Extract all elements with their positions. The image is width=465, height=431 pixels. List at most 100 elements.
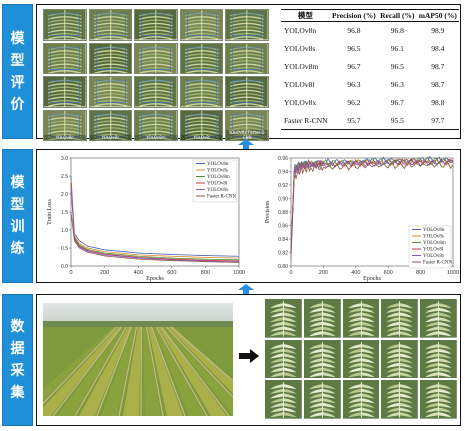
stage-label-evaluation: 模型评价: [2, 4, 33, 139]
y-tick-label: 0.5: [61, 246, 68, 252]
field-row: [57, 327, 126, 416]
wheat-spike-photo: [303, 380, 341, 419]
x-tick-label: 400: [351, 270, 360, 276]
cell-recall: 96.8: [390, 26, 404, 36]
stage-label-char: 模: [10, 30, 25, 47]
x-tick-label: 1000: [233, 270, 245, 276]
x-tick-label: 0: [69, 270, 72, 276]
detection-photo: [225, 42, 269, 74]
detection-photo: [179, 9, 224, 41]
y-tick-label: 0.92: [278, 183, 288, 189]
field-row: [153, 327, 205, 416]
y-axis-label: Precision: [265, 201, 271, 223]
field-row: [123, 327, 141, 416]
detection-photo: [179, 42, 224, 74]
field-path: [171, 326, 233, 382]
x-tick-label: 1000: [447, 270, 459, 276]
header-model: 模型: [297, 11, 313, 20]
stage-label-char: 价: [10, 96, 25, 113]
stage-label-char: 数: [10, 319, 25, 335]
wheat-spike-photo: [342, 339, 380, 379]
legend-label: YOLOv8x: [423, 254, 445, 259]
detection-photo: [179, 76, 224, 108]
series-line-faster-r-cnn: [70, 211, 240, 263]
field-path: [43, 326, 117, 405]
cell-map50: 98.4: [431, 44, 445, 53]
precision-chart: 0 200 400 600 800 1000 0.80 0.82 0.84 0.86 0.88 0.9…: [265, 155, 459, 282]
cell-precision: 96.8: [347, 26, 361, 36]
stage-label-char: 采: [10, 363, 25, 379]
field-path: [155, 326, 208, 416]
cell-recall: 96.7: [390, 98, 404, 107]
header-map50: mAP50 (%): [418, 11, 457, 20]
x-tick-label: 800: [416, 270, 425, 276]
detection-photo: [225, 9, 269, 41]
wheat-spike-photo: [420, 299, 457, 338]
x-tick-label: 0: [289, 270, 292, 276]
wheat-field-photo: [43, 303, 233, 416]
up-arrow-icon: [238, 139, 254, 149]
field-path: [150, 326, 186, 416]
stage-label-char: 练: [10, 241, 25, 257]
legend-label: Faster R-CNN: [423, 261, 452, 266]
x-tick-label: 200: [100, 270, 109, 276]
detection-photo: YOLOv8l: [179, 109, 224, 141]
y-tick-label: 0.88: [278, 210, 288, 216]
y-tick-label: 2.0: [61, 192, 68, 198]
metrics-table: 模型 Precision (%) Recall (%) mAP50 (%) YO…: [281, 9, 459, 130]
table-row: YOLOv8l 96.3 96.3 98.7: [281, 76, 459, 94]
wheat-spike-photo: [265, 339, 302, 379]
detection-photo: [88, 42, 133, 74]
cell-model: YOLOv8s: [284, 44, 316, 53]
legend-label: YOLOv8x: [207, 188, 229, 193]
detection-photo: YOLOv8m: [134, 109, 178, 141]
x-tick-label: 200: [319, 270, 328, 276]
legend-label: YOLOv8m: [423, 241, 446, 246]
wheat-spike-photo: [265, 380, 302, 419]
detection-photo: [88, 9, 133, 41]
photo-caption: YOLOv8x Faster R-CNN: [226, 130, 268, 140]
wheat-spike-photo: [265, 299, 302, 338]
field-path: [96, 326, 133, 416]
cell-map50: 97.7: [431, 115, 445, 125]
field-path: [166, 326, 233, 398]
cell-precision: 95.7: [347, 115, 361, 125]
photo-caption: YOLOv8m: [135, 135, 177, 140]
cell-model: Faster R-CNN: [284, 115, 328, 125]
detection-photo: [134, 42, 178, 74]
series-line-faster-r-cnn: [290, 160, 454, 260]
legend-label: YOLOv8n: [423, 228, 445, 233]
evaluation-panel: YOLOv8n YOLOv8s YOLOv8m YOLOv8l YOLOv8x Fast…: [36, 4, 461, 141]
stage-label-char: 型: [10, 197, 25, 213]
photo-caption: YOLOv8n: [44, 135, 86, 140]
field-path: [161, 326, 230, 416]
detection-photo: [43, 9, 87, 41]
table-row: YOLOv8x 96.2 96.7 98.8: [281, 94, 459, 112]
stage-label-char: 训: [10, 219, 25, 235]
series-line-yolov8s: [70, 179, 240, 259]
stage-label-collection: 数据采集: [2, 294, 33, 426]
y-tick-label: 0.84: [278, 237, 288, 243]
cell-recall: 96.3: [390, 80, 404, 89]
photo-caption: YOLOv8l: [180, 135, 223, 140]
y-tick-label: 0.0: [61, 264, 68, 270]
field-row: [148, 327, 183, 416]
x-tick-label: 400: [134, 270, 143, 276]
y-tick-label: 0.96: [278, 156, 288, 162]
legend-box: [408, 225, 452, 269]
right-arrow-icon: [239, 349, 259, 363]
field-row: [43, 327, 121, 416]
wheat-spike-photo: [420, 339, 457, 379]
x-tick-label: 600: [167, 270, 176, 276]
cell-precision: 96.7: [347, 62, 361, 71]
stage-label-char: 据: [10, 341, 25, 357]
stage-label-char: 模: [10, 175, 25, 191]
table-row: YOLOv8s 96.5 96.1 98.4: [281, 40, 459, 58]
cell-model: YOLOv8l: [284, 80, 315, 89]
wheat-spike-photo: [342, 299, 380, 338]
legend-label: YOLOv8n: [207, 162, 229, 167]
wheat-spike-grid: [265, 299, 457, 419]
collection-panel: [36, 294, 461, 426]
x-tick-label: 800: [201, 270, 210, 276]
detection-photo: YOLOv8x Faster R-CNN: [225, 109, 269, 141]
